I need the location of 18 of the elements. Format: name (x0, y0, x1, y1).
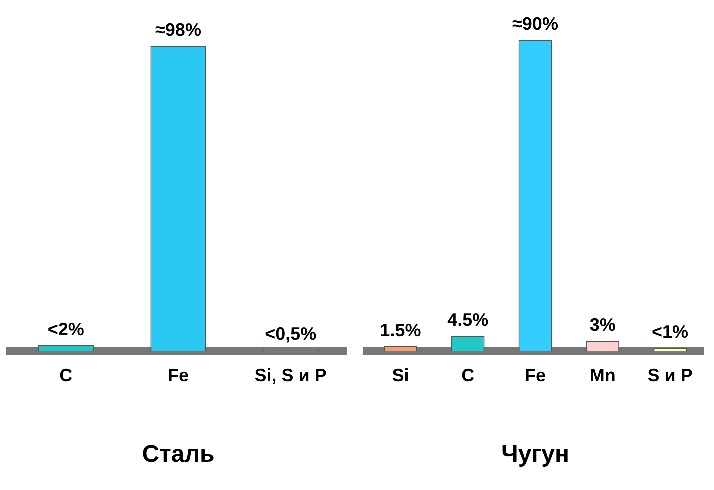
x-tick-label: Fe (168, 365, 190, 386)
data-label: 3% (590, 315, 616, 336)
data-label: <1% (652, 322, 689, 342)
x-tick-label: Si (392, 365, 410, 386)
x-tick-label: C (60, 365, 73, 386)
x-tick-label: Fe (524, 365, 546, 386)
text: Сталь (142, 441, 215, 468)
data-label: ≈90% (512, 14, 558, 34)
text: Чугун (501, 441, 570, 468)
x-tick-label: S и P (648, 365, 693, 386)
x-tick-label: C (462, 365, 475, 386)
x-tick-label: Si, S и P (254, 365, 327, 386)
data-label: 4.5% (448, 310, 489, 330)
data-label: <2% (48, 319, 84, 340)
x-tick-label: Mn (590, 365, 616, 386)
data-label: <0,5% (265, 324, 317, 344)
data-label: 1.5% (380, 320, 422, 340)
data-label: ≈98% (156, 20, 202, 40)
